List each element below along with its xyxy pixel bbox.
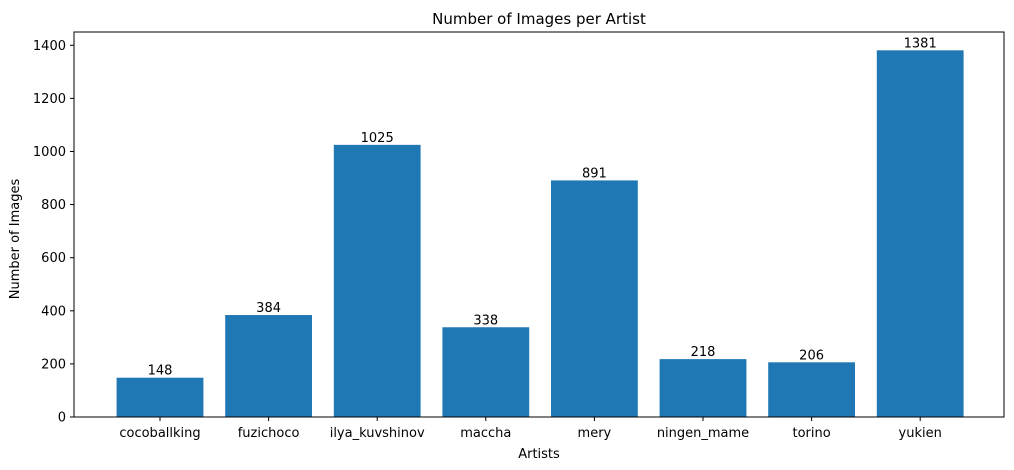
y-tick-label-600: 600	[41, 251, 66, 266]
x-axis-label: Artists	[518, 447, 560, 462]
bar-cocoballking	[116, 377, 204, 417]
data-label-cocoballking: 148	[148, 364, 173, 379]
y-axis: 0 200 400 600 800 1000 1200 1400	[33, 39, 74, 426]
bar-ilya_kuvshinov	[333, 144, 421, 417]
y-axis-label: Number of Images	[8, 179, 23, 300]
y-tick-label-0: 0	[58, 411, 66, 426]
bar-fuzichoco	[225, 315, 312, 417]
x-tick-label-cocoballking: cocoballking	[119, 426, 200, 441]
x-tick-label-ningen_mame: ningen_mame	[657, 426, 749, 441]
x-tick-label-ilya_kuvshinov: ilya_kuvshinov	[330, 426, 425, 441]
x-tick-label-fuzichoco: fuzichoco	[238, 426, 300, 441]
bar-yukien	[876, 50, 964, 418]
data-label-mery: 891	[582, 166, 607, 181]
bar-mery	[551, 180, 638, 417]
data-labels-group: 148 384 1025 338 891 218 206 1381	[148, 36, 937, 378]
y-tick-label-1000: 1000	[33, 145, 66, 160]
y-tick-label-800: 800	[41, 198, 66, 213]
data-label-ningen_mame: 218	[691, 345, 716, 360]
data-label-ilya_kuvshinov: 1025	[361, 131, 394, 146]
x-axis: cocoballking fuzichoco ilya_kuvshinov macch…	[119, 417, 942, 441]
bar-torino	[768, 362, 855, 417]
data-label-yukien: 1381	[904, 36, 937, 51]
y-tick-label-400: 400	[41, 304, 66, 319]
y-tick-label-1400: 1400	[33, 39, 66, 54]
y-tick-label-200: 200	[41, 357, 66, 372]
plot-frame	[73, 31, 1005, 418]
bars-group	[116, 50, 964, 418]
chart-title: Number of Images per Artist	[432, 10, 646, 28]
data-label-torino: 206	[799, 348, 824, 363]
bar-maccha	[442, 327, 530, 417]
x-tick-label-yukien: yukien	[899, 426, 942, 441]
bar-ningen_mame	[659, 359, 747, 417]
x-tick-label-mery: mery	[578, 426, 612, 441]
data-label-fuzichoco: 384	[256, 301, 281, 316]
x-tick-label-torino: torino	[792, 426, 830, 441]
data-label-maccha: 338	[473, 313, 498, 328]
y-tick-label-1200: 1200	[33, 92, 66, 107]
x-tick-label-maccha: maccha	[460, 426, 511, 441]
